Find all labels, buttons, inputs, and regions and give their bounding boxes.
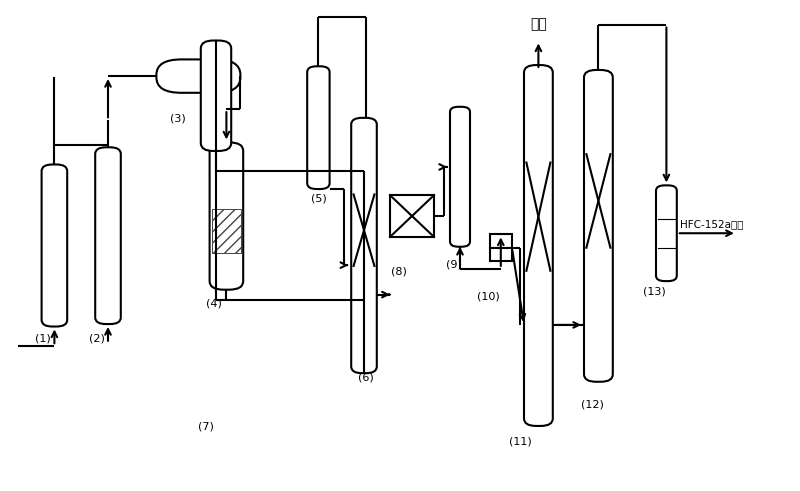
FancyBboxPatch shape bbox=[307, 66, 330, 189]
FancyBboxPatch shape bbox=[42, 164, 67, 327]
Text: (3): (3) bbox=[170, 114, 186, 124]
Bar bbox=[490, 235, 512, 248]
Text: (1): (1) bbox=[35, 333, 51, 343]
Text: (7): (7) bbox=[198, 422, 214, 432]
Text: (12): (12) bbox=[582, 400, 604, 409]
FancyBboxPatch shape bbox=[157, 59, 240, 93]
Text: (8): (8) bbox=[391, 267, 407, 277]
Bar bbox=[212, 209, 241, 253]
FancyBboxPatch shape bbox=[95, 147, 121, 324]
Text: (11): (11) bbox=[510, 436, 532, 446]
Text: 低沸: 低沸 bbox=[530, 17, 546, 31]
FancyBboxPatch shape bbox=[584, 70, 613, 382]
FancyBboxPatch shape bbox=[524, 65, 553, 426]
FancyBboxPatch shape bbox=[351, 118, 377, 373]
Text: (4): (4) bbox=[206, 299, 222, 309]
Text: HFC-152a产品: HFC-152a产品 bbox=[680, 219, 743, 229]
Text: (10): (10) bbox=[477, 292, 499, 301]
Text: (6): (6) bbox=[358, 373, 374, 382]
Bar bbox=[390, 195, 434, 237]
FancyBboxPatch shape bbox=[210, 142, 243, 290]
FancyBboxPatch shape bbox=[201, 41, 231, 151]
Text: (5): (5) bbox=[310, 193, 326, 203]
Text: (9): (9) bbox=[446, 260, 462, 270]
FancyBboxPatch shape bbox=[656, 185, 677, 281]
Text: (13): (13) bbox=[643, 287, 666, 297]
FancyBboxPatch shape bbox=[450, 107, 470, 246]
Bar bbox=[490, 248, 512, 262]
Text: (2): (2) bbox=[89, 333, 105, 343]
